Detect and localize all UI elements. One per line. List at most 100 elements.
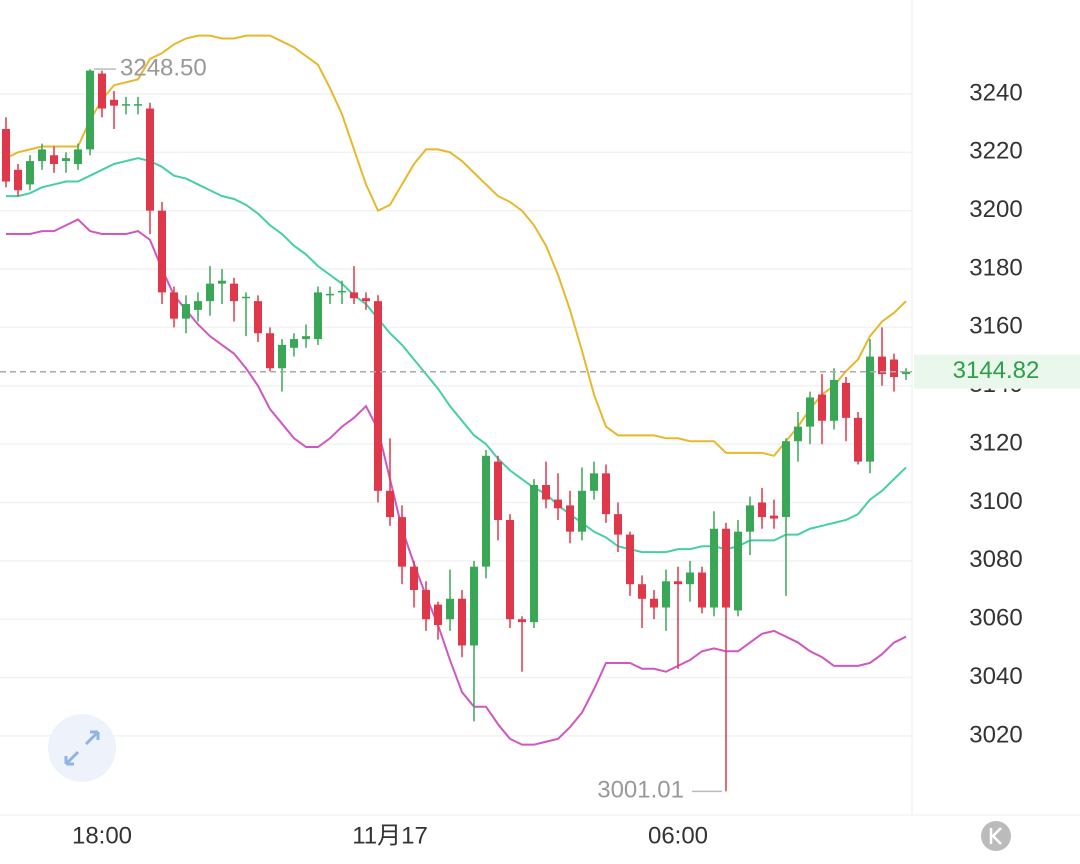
y-tick-label: 3080 (969, 546, 1022, 573)
last-price-label: 3144.82 (953, 357, 1040, 384)
candle-body (602, 473, 610, 515)
annotation-label: 3001.01 (597, 777, 684, 804)
x-tick-label: 11月17 (352, 822, 428, 849)
y-tick-label: 3220 (969, 138, 1022, 165)
candle-body (818, 394, 826, 421)
candle-body (770, 515, 778, 519)
candle-body (338, 290, 346, 293)
candle-body (206, 283, 214, 302)
candle-body (638, 584, 646, 599)
y-tick-label: 3120 (969, 429, 1022, 456)
x-tick-label: 18:00 (72, 822, 132, 849)
candle-body (530, 484, 538, 623)
expand-button[interactable] (48, 714, 116, 782)
candle-body (578, 490, 586, 532)
last-price-box (914, 354, 1080, 389)
candle-body (614, 514, 622, 535)
candle-body (422, 590, 430, 620)
candle-body (758, 502, 766, 518)
expand-icon[interactable] (64, 730, 100, 766)
k-bg[interactable] (981, 821, 1011, 851)
candle-body (326, 293, 334, 296)
y-tick-label: 3100 (969, 488, 1022, 515)
candle-body (566, 505, 574, 532)
candle-body (194, 301, 202, 310)
candle-body (734, 531, 742, 611)
candle-body (374, 301, 382, 491)
candle-body (650, 598, 658, 608)
candle-body (350, 292, 358, 299)
candle-body (98, 73, 106, 109)
y-tick-label: 3020 (969, 721, 1022, 748)
candle-body (794, 426, 802, 442)
k-button[interactable] (981, 821, 1011, 851)
candle-body (482, 455, 490, 567)
candle-body (86, 70, 94, 150)
candle-body (170, 292, 178, 319)
expand-bg[interactable] (48, 714, 116, 782)
candle-body (254, 301, 262, 334)
candle-body (506, 519, 514, 620)
candle-body (878, 356, 886, 375)
candle-body (410, 566, 418, 591)
candle-body (554, 499, 562, 509)
candle-body (74, 149, 82, 164)
candle-body (50, 155, 58, 164)
candle-body (494, 461, 502, 520)
candle-body (182, 304, 190, 319)
candle-body (746, 505, 754, 532)
candle-body (842, 382, 850, 418)
candle-body (278, 344, 286, 369)
y-tick-label: 3180 (969, 254, 1022, 281)
y-tick-label: 3160 (969, 313, 1022, 340)
candle-body (710, 528, 718, 608)
candle-body (902, 371, 910, 375)
candle-body (362, 298, 370, 302)
candle-body (62, 158, 70, 162)
candle-body (518, 619, 526, 623)
candle-body (314, 292, 322, 340)
candle-body (434, 604, 442, 626)
candle-body (26, 161, 34, 185)
candle-body (38, 149, 46, 162)
candle-body (446, 598, 454, 620)
candle-body (458, 598, 466, 646)
candle-body (146, 108, 154, 211)
candle-body (158, 210, 166, 293)
candle-body (14, 169, 22, 191)
candle-body (698, 572, 706, 608)
candle-body (542, 484, 550, 500)
candle-body (302, 336, 310, 340)
candle-body (242, 296, 250, 299)
candle-body (134, 104, 142, 106)
y-tick-label: 3240 (969, 79, 1022, 106)
candle-body (686, 572, 694, 585)
candle-body (890, 359, 898, 378)
y-tick-label: 3040 (969, 663, 1022, 690)
candle-body (290, 339, 298, 348)
plot: 3020304030603080310031203140316031803200… (0, 34, 1023, 849)
y-tick-label: 3200 (969, 196, 1022, 223)
candle-body (266, 333, 274, 369)
candle-body (830, 379, 838, 421)
band-line (6, 218, 907, 746)
candle-body (662, 581, 670, 608)
k-icon[interactable] (989, 827, 1002, 845)
y-tick-label: 3060 (969, 605, 1022, 632)
candle-body (674, 581, 682, 585)
candle-body (782, 441, 790, 518)
candle-body (806, 397, 814, 427)
candle-body (110, 99, 118, 106)
candle-body (386, 490, 394, 518)
candle-body (398, 517, 406, 567)
candle-body (626, 534, 634, 585)
candle-body (722, 528, 730, 608)
candle-body (2, 128, 10, 182)
x-tick-label: 06:00 (648, 822, 708, 849)
candle-body (230, 283, 238, 302)
candle-body (854, 417, 862, 462)
candle-body (866, 356, 874, 462)
candle-body (470, 566, 478, 646)
